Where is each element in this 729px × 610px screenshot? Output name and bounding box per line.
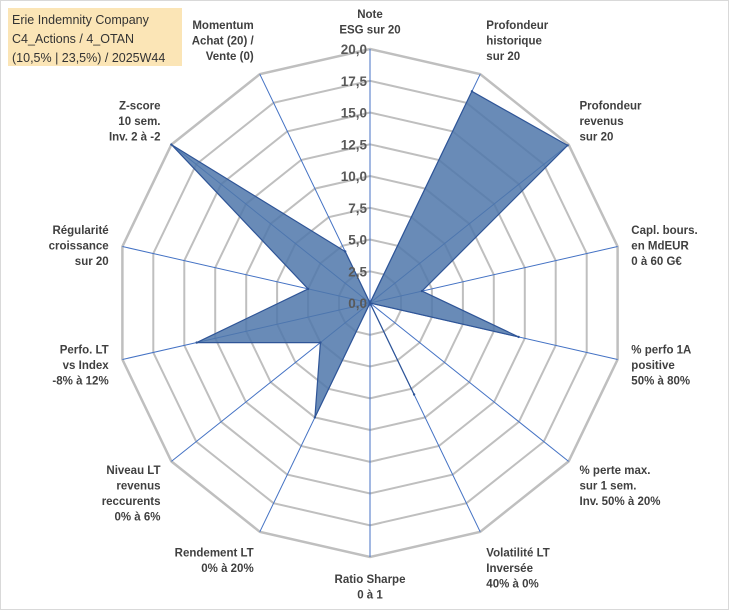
axis-label-line: Niveau LT	[106, 465, 160, 477]
axis-label-line: Ratio Sharpe	[335, 574, 406, 586]
axis-label-line: reccurents	[102, 496, 161, 508]
data-point	[368, 301, 372, 305]
title-line-company: Erie Indemnity Company	[12, 13, 149, 27]
data-point	[420, 289, 424, 293]
axis-label-line: 50% à 80%	[631, 375, 690, 387]
axis-labels: Note ESG sur 20 Profondeur historique sur 20…	[49, 9, 698, 602]
axis-label-line: sur 1 sem.	[580, 481, 637, 493]
axis-label: Momentum Achat (20) / Vente (0)	[192, 20, 255, 63]
data-point	[470, 90, 474, 93]
data-point	[170, 143, 173, 146]
axis-label: Perfo. LT vs Index -8% à 12%	[52, 344, 109, 387]
axis-label-line: en MdEUR	[631, 241, 689, 253]
tick-label: 12,5	[341, 137, 368, 152]
tick-label: 17,5	[341, 74, 368, 89]
axis-label: Ratio Sharpe 0 à 1	[335, 574, 406, 602]
axis-label-line: Inv. 2 à -2	[109, 131, 161, 143]
tick-label: 7,5	[348, 201, 367, 216]
axis-label-line: Inversée	[486, 563, 533, 575]
axis-label-line: Inv. 50% à 20%	[580, 496, 661, 508]
axis-label-line: sur 20	[486, 51, 520, 63]
axis-label-line: % perte max.	[580, 465, 651, 477]
axis-label: % perte max. sur 1 sem. Inv. 50% à 20%	[580, 465, 661, 508]
axis-label-line: Achat (20) /	[192, 36, 255, 48]
axis-label: Rendement LT 0% à 20%	[175, 548, 254, 576]
tick-label: 5,0	[348, 233, 367, 248]
axis-label: Profondeur revenus sur 20	[580, 100, 642, 143]
axis-label-line: Z-score	[119, 100, 161, 112]
axis-label-line: -8% à 12%	[52, 375, 108, 387]
axis-label: % perfo 1A positive 50% à 80%	[631, 344, 691, 387]
data-point	[195, 341, 198, 344]
axis-label-line: revenus	[116, 481, 160, 493]
axis-label: Volatilité LT Inversée 40% à 0%	[486, 548, 549, 591]
axis-label: Z-score 10 sem. Inv. 2 à -2	[109, 100, 161, 143]
data-point	[517, 335, 520, 339]
data-point	[306, 287, 310, 291]
axis-label-line: 10 sem.	[118, 116, 160, 128]
axis-label: Note ESG sur 20	[339, 9, 400, 37]
axis-label: Niveau LT revenus reccurents 0% à 6%	[102, 465, 161, 523]
data-point	[344, 250, 347, 253]
axis-label-line: Profondeur	[486, 20, 548, 32]
axis-label-line: positive	[631, 360, 674, 372]
axis-label-line: Profondeur	[580, 100, 642, 112]
axis-label-line: Rendement LT	[175, 548, 254, 560]
axis-label-line: historique	[486, 36, 542, 48]
title-line-category: C4_Actions / 4_OTAN	[12, 32, 135, 46]
axis-label: Profondeur historique sur 20	[486, 20, 548, 63]
axis-label-line: Momentum	[192, 20, 253, 32]
axis-label-line: Volatilité LT	[486, 548, 549, 560]
axis-label-line: croissance	[49, 241, 109, 253]
chart-title-box: Erie Indemnity Company C4_Actions / 4_OT…	[8, 8, 182, 66]
axis-label: Régularité croissance sur 20	[49, 225, 109, 268]
axis-label-line: Perfo. LT	[60, 344, 109, 356]
data-point	[319, 341, 322, 344]
data-point	[412, 393, 416, 396]
axis-label-line: Vente (0)	[206, 51, 254, 63]
tick-label: 2,5	[348, 264, 367, 279]
axis-label-line: Régularité	[52, 225, 108, 237]
axis-label-line: % perfo 1A	[631, 344, 691, 356]
axis-label-line: sur 20	[75, 256, 109, 268]
data-series	[170, 90, 569, 419]
axis-label-line: vs Index	[63, 360, 110, 372]
axis-label-line: revenus	[580, 116, 624, 128]
axis-label-line: 0 à 60 G€	[631, 256, 682, 268]
data-point	[566, 144, 569, 147]
axis-label-line: 0 à 1	[357, 590, 383, 602]
axis-label-line: sur 20	[580, 131, 614, 143]
axis-label-line: ESG sur 20	[339, 25, 400, 37]
axis-label-line: Capl. bours.	[631, 225, 697, 237]
axis-spoke	[369, 302, 569, 462]
tick-label: 15,0	[341, 106, 367, 121]
tick-label: 0,0	[348, 296, 367, 311]
axis-label-line: 40% à 0%	[486, 579, 538, 591]
axis-label-line: Note	[357, 9, 383, 21]
title-line-weights: (10,5% | 23,5%) / 2025W44	[12, 51, 166, 65]
axis-label-line: 0% à 20%	[201, 563, 253, 575]
tick-label: 20,0	[341, 42, 367, 57]
data-point	[313, 416, 317, 419]
radial-tick-labels: 0,0 2,5 5,0 7,5 10,0 12,5 15,0 17,5 20,0	[341, 42, 368, 311]
axis-label-line: 0% à 6%	[114, 512, 160, 524]
tick-label: 10,0	[341, 169, 367, 184]
axis-label: Capl. bours. en MdEUR 0 à 60 G€	[631, 225, 697, 268]
